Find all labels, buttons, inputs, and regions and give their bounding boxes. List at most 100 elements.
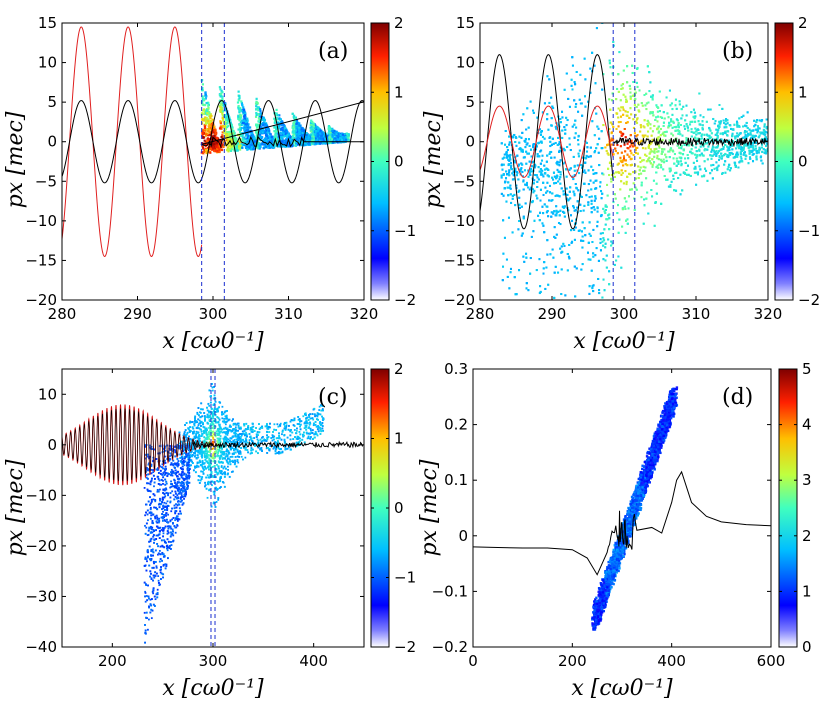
density-point — [215, 141, 219, 144]
density-point — [203, 139, 206, 142]
density-point — [244, 121, 248, 124]
density-point — [254, 130, 258, 133]
density-point — [343, 133, 346, 136]
density-point — [267, 144, 271, 147]
density-point — [208, 128, 211, 131]
density-point — [249, 141, 252, 145]
density-point — [334, 137, 337, 140]
density-point — [316, 132, 320, 135]
density-point — [263, 124, 267, 127]
density-point — [298, 122, 301, 125]
density-point — [292, 121, 295, 124]
density-point — [237, 90, 240, 93]
density-point — [259, 132, 262, 135]
density-point — [227, 133, 230, 136]
density-point — [219, 125, 223, 128]
density-point — [202, 147, 205, 150]
density-point — [287, 133, 290, 136]
density-point — [277, 127, 281, 130]
density-point — [231, 138, 234, 142]
density-point — [297, 128, 301, 132]
density-point — [220, 135, 223, 139]
density-point — [261, 129, 264, 132]
density-point — [229, 149, 233, 152]
density-point — [238, 130, 242, 133]
density-point — [204, 143, 208, 146]
density-point — [220, 148, 224, 151]
density-point — [294, 129, 297, 132]
density-point — [220, 92, 223, 95]
density-point — [211, 148, 214, 151]
density-point — [278, 118, 281, 121]
density-point — [346, 139, 349, 142]
density-point — [242, 108, 246, 111]
density-point — [201, 95, 204, 98]
density-point — [330, 138, 334, 141]
density-point — [202, 131, 205, 135]
density-point — [208, 120, 211, 124]
density-point — [317, 130, 321, 134]
density-point — [347, 134, 350, 137]
density-point — [229, 133, 232, 137]
density-point — [339, 134, 342, 137]
density-point — [299, 139, 302, 142]
density-point — [305, 135, 308, 138]
density-point — [230, 148, 233, 151]
density-point — [265, 135, 268, 139]
density-point — [281, 128, 284, 131]
density-point — [296, 137, 299, 140]
density-point — [228, 116, 231, 119]
density-point — [310, 119, 313, 122]
density-point — [303, 131, 306, 134]
density-point — [283, 130, 286, 133]
density-point — [236, 142, 239, 145]
density-point — [298, 135, 302, 139]
density-point — [241, 146, 244, 149]
density-point — [262, 122, 265, 125]
density-point — [337, 131, 340, 135]
density-point — [286, 130, 289, 134]
density-point — [233, 138, 236, 141]
density-point — [260, 112, 263, 115]
density-point — [265, 133, 268, 136]
density-point — [300, 143, 303, 146]
density-point — [278, 135, 282, 139]
density-point — [331, 127, 334, 130]
density-point — [205, 116, 208, 120]
density-point — [263, 142, 266, 145]
density-point — [221, 134, 224, 137]
density-point — [250, 143, 253, 147]
density-point — [207, 118, 210, 121]
density-point — [316, 142, 319, 145]
density-point — [259, 115, 262, 118]
density-point — [205, 102, 208, 105]
density-point — [322, 137, 325, 140]
density-point — [316, 129, 319, 132]
density-point — [273, 145, 276, 148]
density-point — [221, 112, 224, 115]
density-point — [215, 142, 218, 146]
density-point — [286, 136, 289, 140]
density-point — [255, 138, 258, 141]
density-point — [212, 145, 215, 148]
density-point — [218, 127, 222, 130]
density-point — [261, 131, 264, 134]
density-point — [241, 103, 244, 106]
density-point — [221, 143, 224, 146]
density-point — [341, 135, 344, 138]
density-point — [210, 123, 213, 126]
density-point — [244, 123, 247, 126]
density-point — [237, 115, 240, 118]
density-point — [277, 124, 281, 128]
density-point — [295, 134, 298, 137]
density-point — [305, 133, 308, 136]
density-point — [341, 133, 344, 136]
density-point — [221, 116, 224, 119]
density-point — [266, 131, 269, 135]
density-point — [226, 146, 229, 150]
density-point — [244, 118, 247, 122]
density-point — [208, 112, 211, 116]
density-point — [287, 141, 290, 144]
density-point — [208, 131, 211, 134]
density-point — [203, 126, 207, 130]
